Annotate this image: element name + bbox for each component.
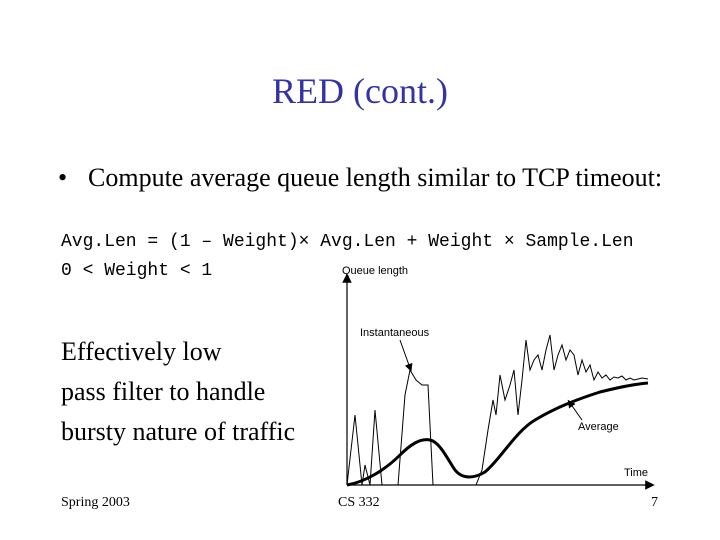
bullet-text: Compute average queue length similar to … [88, 163, 663, 192]
formula-weight-range: 0 < Weight < 1 [61, 261, 213, 281]
bullet-item: • Compute average queue length similar t… [58, 162, 678, 194]
footer-page-number: 7 [651, 495, 658, 510]
description-line-2: pass filter to handle [61, 377, 266, 406]
description-line-3: bursty nature of traffic [61, 417, 296, 446]
x-axis-label: Time [624, 467, 648, 479]
average-arrow [567, 399, 583, 421]
y-axis-label: Queue length [342, 265, 408, 277]
footer-center: CS 332 [338, 495, 380, 510]
instantaneous-label: Instantaneous [360, 327, 430, 339]
average-line [346, 381, 649, 487]
formula-avg-len: Avg.Len = (1 – Weight)× Avg.Len + Weight… [61, 232, 634, 252]
queue-length-figure: Queue length Time Instantaneous Average [342, 265, 655, 490]
footer-left: Spring 2003 [61, 495, 130, 510]
description-paragraph: Effectively low pass filter to handle bu… [61, 332, 331, 452]
bullet-dot: • [58, 163, 68, 192]
average-label: Average [578, 421, 619, 433]
description-line-1: Effectively low [61, 337, 222, 366]
slide-title: RED (cont.) [272, 71, 448, 111]
instantaneous-arrow [399, 339, 413, 372]
